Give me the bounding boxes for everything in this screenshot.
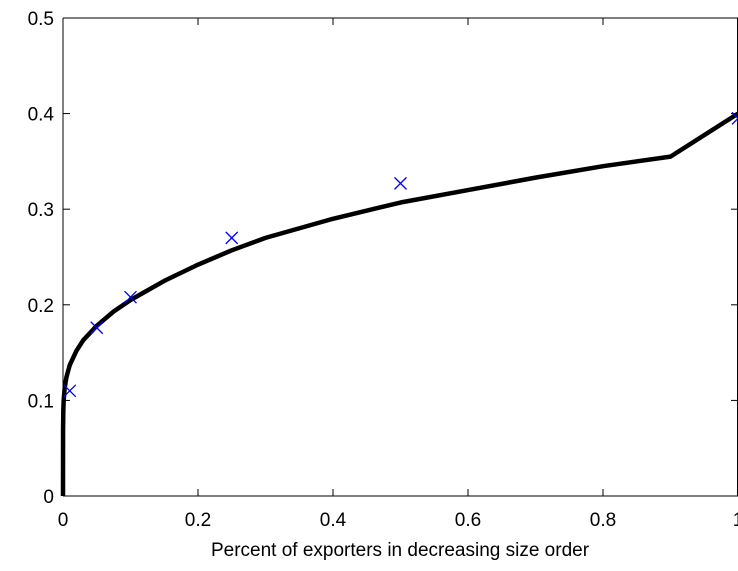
x-tick-label: 0	[58, 510, 69, 531]
y-tick-label: 0	[43, 487, 54, 508]
x-marker	[90, 321, 104, 335]
y-tick-label: 0.1	[28, 391, 54, 412]
x-tick-label: 0.4	[320, 510, 347, 531]
series-layer	[60, 111, 738, 497]
x-marker	[63, 384, 77, 398]
x-marker	[394, 176, 407, 190]
x-marker	[225, 231, 239, 245]
plot-area	[63, 18, 738, 496]
x-marker	[731, 111, 738, 125]
x-tick-label: 0.6	[455, 510, 481, 531]
x-marker	[124, 290, 137, 304]
y-tick-label: 0.2	[28, 296, 54, 317]
x-tick-label: 0.2	[185, 510, 211, 531]
x-axis-label: Percent of exporters in decreasing size …	[211, 540, 590, 561]
x-tick-label: 0.8	[590, 510, 616, 531]
tick-labels: 0 0.2 0.4 0.6 0.8 1 0 0.1 0.2 0.3 0.4 0.5	[28, 9, 738, 531]
y-tick-label: 0.5	[28, 9, 54, 30]
x-tick-label: 1	[733, 510, 738, 531]
y-tick-label: 0.4	[28, 105, 55, 126]
curve-line	[60, 111, 738, 497]
y-tick-label: 0.3	[28, 200, 54, 221]
